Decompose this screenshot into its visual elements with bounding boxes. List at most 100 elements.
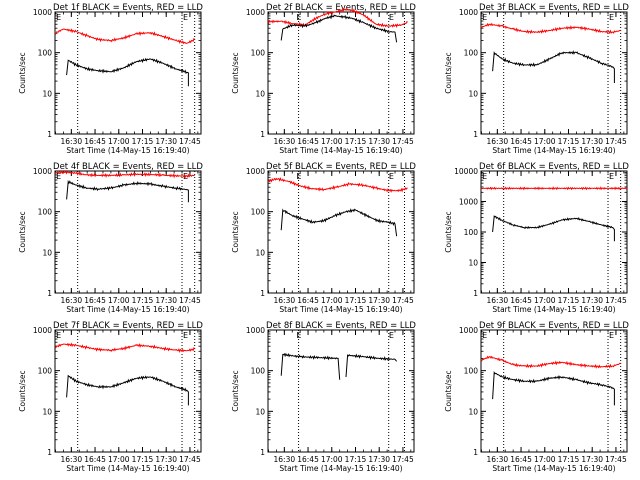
y-tick-label: 1000: [33, 167, 52, 176]
x-tick-label: 17:15: [132, 455, 154, 464]
x-tick-label: 17:15: [558, 455, 580, 464]
y-tick-label: 1: [47, 448, 52, 457]
series-lld-line: [480, 22, 621, 35]
x-tick-label: 16:30: [274, 137, 296, 146]
plot-frame: [54, 170, 202, 294]
plot-frame: [267, 329, 415, 453]
series-events-line: [492, 370, 615, 406]
x-tick-label: 17:30: [581, 296, 603, 305]
x-tick-label: 17:00: [534, 296, 556, 305]
event-marker-label: E: [609, 331, 614, 340]
y-tick-label: 100: [251, 367, 266, 376]
chart-panel-7: Det 7f BLACK = Events, RED = LLD 1 10 100 10…: [18, 321, 203, 473]
x-tick-label: 17:15: [345, 296, 367, 305]
plot-frame: [480, 11, 628, 135]
series-lld-line: [480, 355, 621, 369]
x-axis-label: Start Time (14-May-15 16:19:40): [279, 146, 402, 155]
x-axis-label: Start Time (14-May-15 16:19:40): [492, 305, 615, 314]
plot-frame: [267, 11, 415, 135]
x-tick-label: 17:45: [605, 137, 627, 146]
x-tick-label: 17:45: [392, 137, 414, 146]
chart-panel-1: Det 1f BLACK = Events, RED = LLD 1 10 100 10…: [18, 3, 203, 155]
chart-title: Det 9f BLACK = Events, RED = LLD: [479, 321, 629, 331]
x-tick-label: 16:30: [61, 296, 83, 305]
event-marker-label: E: [296, 13, 301, 22]
event-marker-label: E: [56, 13, 61, 22]
y-axis-label: Counts/sec: [18, 52, 27, 93]
x-tick-label: 17:45: [179, 137, 201, 146]
chart-title: Det 3f BLACK = Events, RED = LLD: [479, 3, 629, 13]
x-tick-label: 17:00: [108, 296, 130, 305]
y-tick-label: 1: [47, 130, 52, 139]
y-tick-label: 10: [255, 89, 265, 98]
event-marker-label: E: [389, 172, 394, 181]
x-tick-label: 16:45: [297, 455, 319, 464]
y-axis-label: Counts/sec: [231, 370, 240, 411]
x-tick-label: 17:30: [368, 137, 390, 146]
x-tick-label: 16:45: [84, 296, 106, 305]
y-axis-label: Counts/sec: [444, 52, 453, 93]
x-tick-label: 17:30: [368, 455, 390, 464]
event-marker-label: E: [389, 13, 394, 22]
series-lld-line: [267, 7, 408, 29]
x-tick-label: 16:30: [61, 455, 83, 464]
x-axis-label: Start Time (14-May-15 16:19:40): [66, 146, 189, 155]
y-tick-label: 1: [260, 448, 265, 457]
event-marker-label: E: [482, 13, 487, 22]
event-marker-label: E: [56, 331, 61, 340]
y-axis-label: Counts/sec: [18, 211, 27, 252]
x-tick-label: 17:45: [179, 455, 201, 464]
x-tick-label: 17:00: [321, 137, 343, 146]
chart-title: Det 7f BLACK = Events, RED = LLD: [53, 321, 203, 331]
y-axis-label: Counts/sec: [444, 211, 453, 252]
y-tick-label: 100: [38, 367, 53, 376]
y-axis-label: Counts/sec: [231, 52, 240, 93]
x-tick-label: 16:30: [487, 296, 509, 305]
chart-title: Det 1f BLACK = Events, RED = LLD: [53, 3, 203, 13]
x-tick-label: 16:45: [297, 137, 319, 146]
series-events-line: [345, 353, 397, 378]
x-tick-label: 17:00: [108, 137, 130, 146]
x-tick-label: 17:45: [392, 455, 414, 464]
y-tick-label: 10: [468, 407, 478, 416]
x-tick-label: 16:30: [274, 455, 296, 464]
series-events-line: [280, 352, 341, 380]
series-lld-line: [267, 177, 408, 193]
x-axis-label: Start Time (14-May-15 16:19:40): [279, 464, 402, 473]
x-axis-label: Start Time (14-May-15 16:19:40): [66, 464, 189, 473]
event-marker-label: E: [482, 331, 487, 340]
x-tick-label: 16:45: [510, 296, 532, 305]
y-tick-label: 1000: [33, 326, 52, 335]
y-tick-label: 10: [468, 89, 478, 98]
chart-title: Det 2f BLACK = Events, RED = LLD: [266, 3, 416, 13]
y-tick-label: 100: [251, 49, 266, 58]
y-tick-label: 1: [473, 289, 478, 298]
x-tick-label: 17:15: [132, 137, 154, 146]
x-tick-label: 17:30: [155, 296, 177, 305]
event-marker-label: E: [296, 331, 301, 340]
x-tick-label: 17:15: [345, 137, 367, 146]
y-tick-label: 100: [38, 208, 53, 217]
y-tick-label: 10: [468, 259, 478, 268]
chart-panel-5: Det 5f BLACK = Events, RED = LLD 1 10 100 10…: [231, 162, 416, 314]
event-marker-label: E: [183, 331, 188, 340]
x-tick-label: 17:45: [605, 455, 627, 464]
y-tick-label: 10: [42, 407, 52, 416]
y-tick-label: 10: [42, 89, 52, 98]
y-tick-label: 100: [464, 49, 479, 58]
x-tick-label: 17:30: [581, 137, 603, 146]
series-events-line: [280, 14, 398, 43]
x-tick-label: 17:00: [321, 455, 343, 464]
y-tick-label: 1000: [246, 8, 265, 17]
x-tick-label: 16:30: [487, 455, 509, 464]
chart-panel-8: Det 8f BLACK = Events, RED = LLD 1 10 100 10…: [231, 321, 416, 473]
plot-frame: [480, 329, 628, 453]
x-tick-label: 17:30: [368, 296, 390, 305]
x-tick-label: 17:45: [392, 296, 414, 305]
y-tick-label: 10: [42, 248, 52, 257]
chart-panel-4: Det 4f BLACK = Events, RED = LLD 1 10 100 10…: [18, 162, 203, 314]
plot-frame: [54, 329, 202, 453]
chart-title: Det 4f BLACK = Events, RED = LLD: [53, 162, 203, 172]
x-tick-label: 17:00: [108, 455, 130, 464]
x-tick-label: 17:15: [132, 296, 154, 305]
